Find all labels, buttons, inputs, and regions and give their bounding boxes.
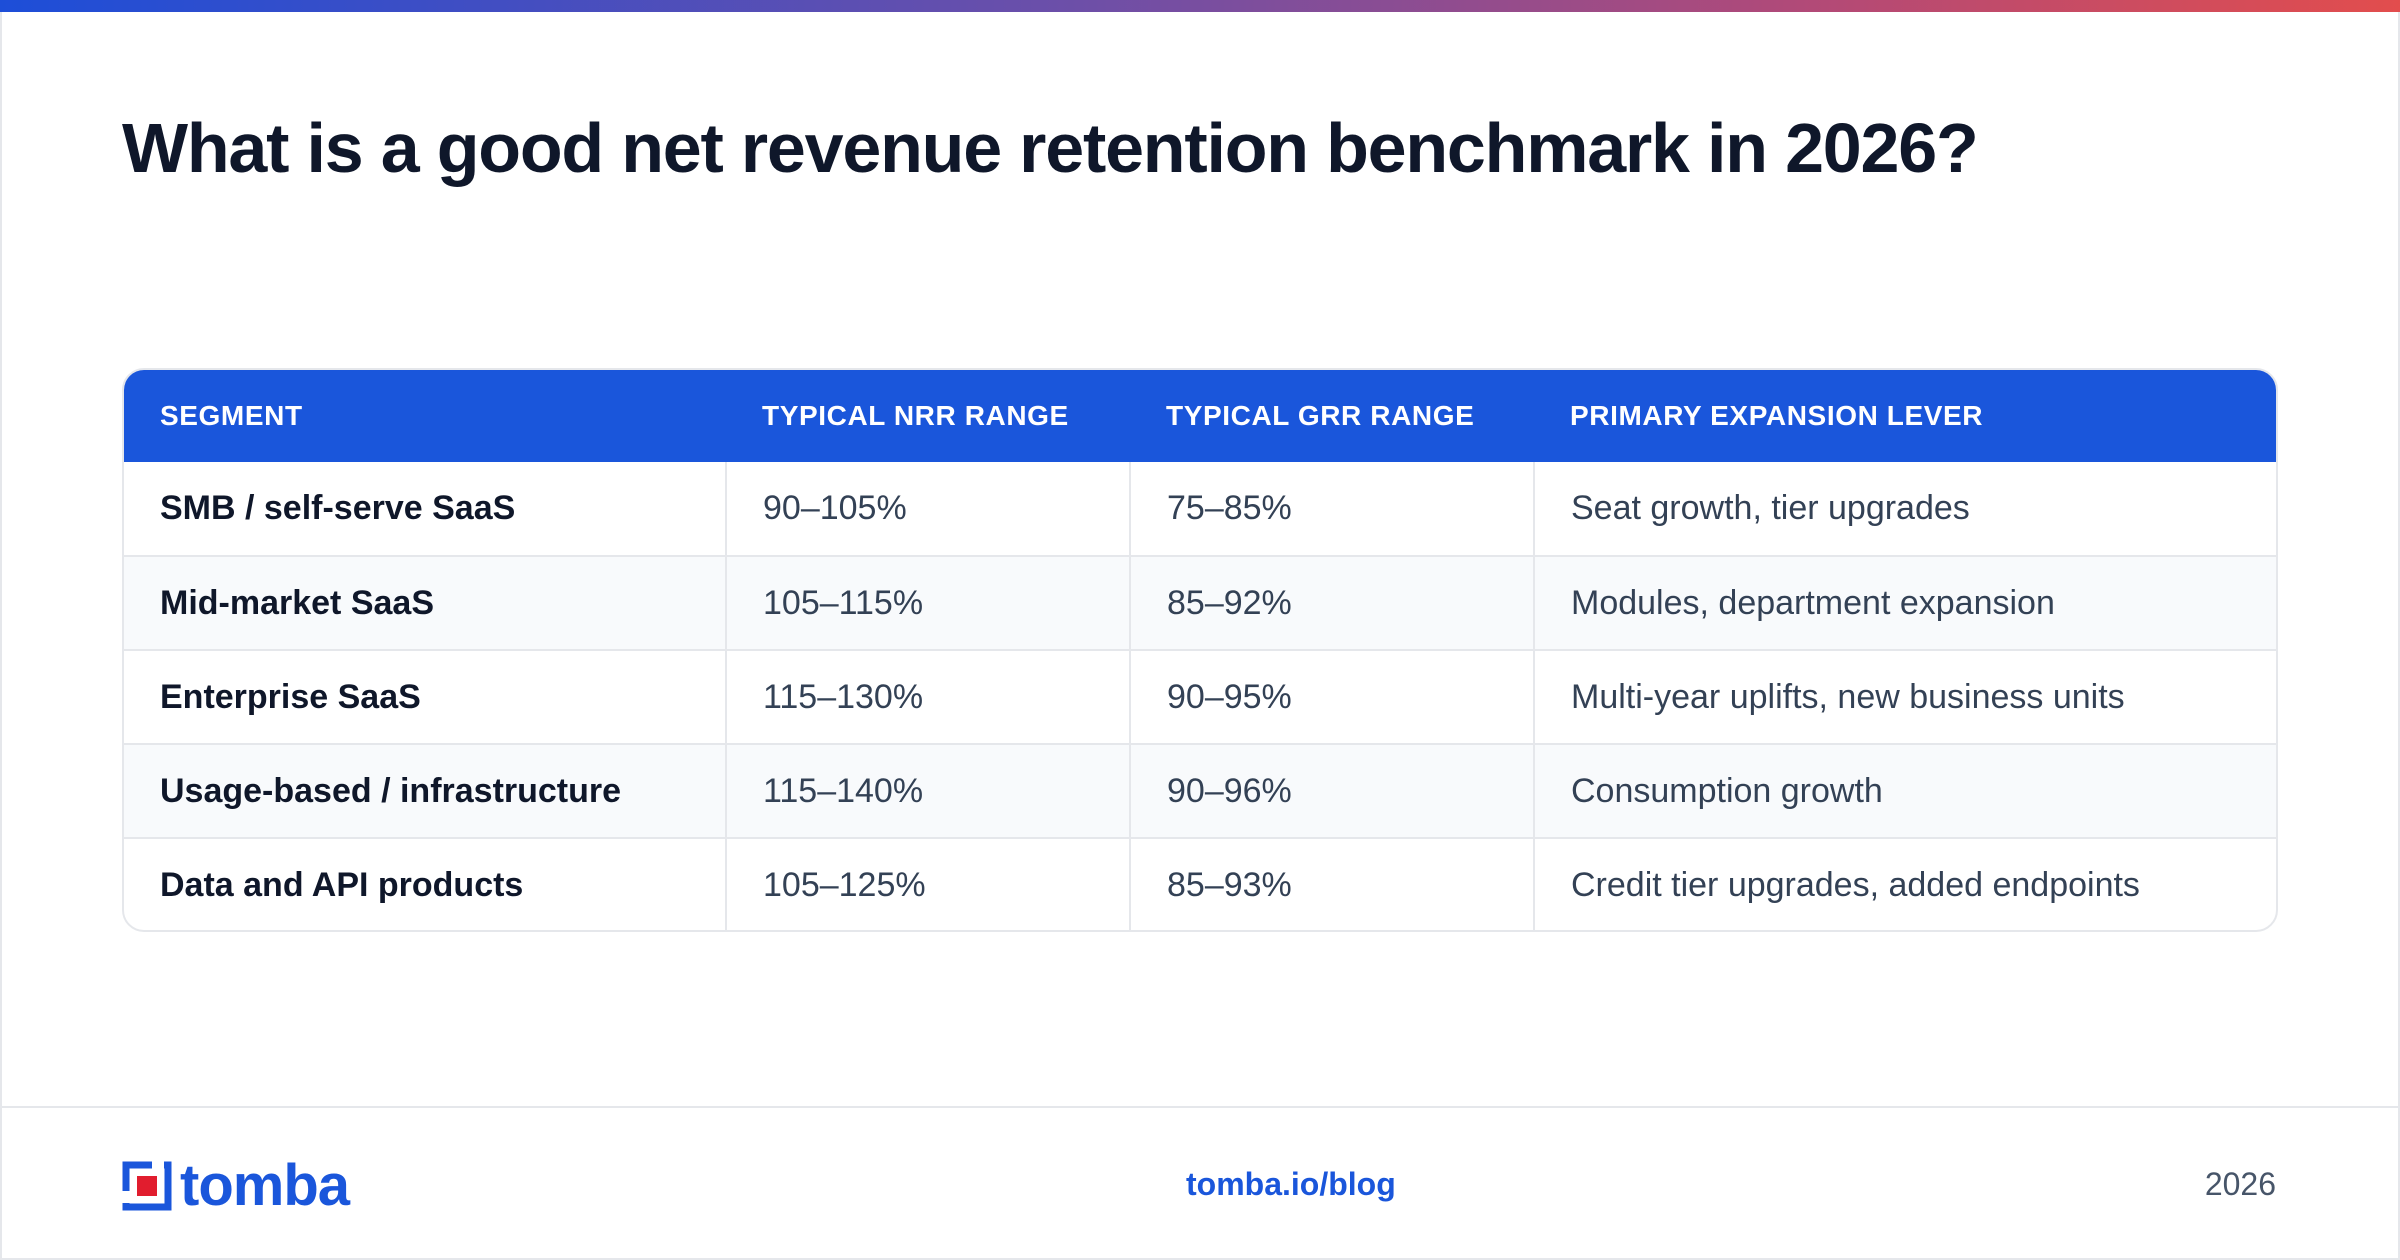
grr-cell: 85–93% xyxy=(1129,837,1534,930)
column-header-grr: TYPICAL GRR RANGE xyxy=(1166,400,1475,431)
logo-text: tomba xyxy=(180,1153,350,1218)
nrr-cell: 115–140% xyxy=(725,743,1130,838)
benchmark-table-card: SEGMENT TYPICAL NRR RANGE TYPICAL GRR RA… xyxy=(122,368,2278,932)
column-header-nrr: TYPICAL NRR RANGE xyxy=(762,400,1069,431)
table-row: Mid-market SaaS 105–115% 85–92% Modules,… xyxy=(124,555,2276,650)
tomba-logo-icon xyxy=(122,1161,172,1211)
table-row: Enterprise SaaS 115–130% 90–95% Multi-ye… xyxy=(124,649,2276,744)
grr-cell: 85–92% xyxy=(1129,555,1534,650)
table-header-row: SEGMENT TYPICAL NRR RANGE TYPICAL GRR RA… xyxy=(124,370,2276,462)
table-header: SEGMENT TYPICAL NRR RANGE TYPICAL GRR RA… xyxy=(124,370,2276,462)
segment-cell: Mid-market SaaS xyxy=(124,555,726,650)
lever-cell: Seat growth, tier upgrades xyxy=(1533,462,2276,556)
segment-cell: Usage-based / infrastructure xyxy=(124,743,726,838)
table-row: Data and API products 105–125% 85–93% Cr… xyxy=(124,837,2276,930)
nrr-cell: 105–125% xyxy=(725,837,1130,930)
grr-cell: 75–85% xyxy=(1129,462,1534,556)
lever-cell: Consumption growth xyxy=(1533,743,2276,838)
segment-cell: Enterprise SaaS xyxy=(124,649,726,744)
grr-cell: 90–96% xyxy=(1129,743,1534,838)
nrr-cell: 115–130% xyxy=(725,649,1130,744)
table-row: Usage-based / infrastructure 115–140% 90… xyxy=(124,743,2276,838)
top-gradient-bar xyxy=(0,0,2400,12)
segment-cell: Data and API products xyxy=(124,837,726,930)
lever-cell: Multi-year uplifts, new business units xyxy=(1533,649,2276,744)
lever-cell: Modules, department expansion xyxy=(1533,555,2276,650)
segment-cell: SMB / self-serve SaaS xyxy=(160,489,516,527)
lever-cell: Credit tier upgrades, added endpoints xyxy=(1533,837,2276,930)
column-header-lever: PRIMARY EXPANSION LEVER xyxy=(1570,400,1984,431)
page-title: What is a good net revenue retention ben… xyxy=(122,109,1979,187)
footer-divider xyxy=(0,1106,2400,1108)
footer-year: 2026 xyxy=(2204,1166,2276,1202)
tomba-logo[interactable]: tomba xyxy=(122,1153,350,1218)
table-row: SMB / self-serve SaaS 90–105% 75–85% Sea… xyxy=(124,462,2276,556)
nrr-cell: 105–115% xyxy=(725,555,1130,650)
table-body: SMB / self-serve SaaS 90–105% 75–85% Sea… xyxy=(124,462,2276,930)
grr-cell: 90–95% xyxy=(1129,649,1534,744)
blog-link[interactable]: tomba.io/blog xyxy=(1186,1166,1396,1202)
nrr-cell: 90–105% xyxy=(725,462,1130,556)
column-header-segment: SEGMENT xyxy=(160,400,303,431)
benchmark-table: SEGMENT TYPICAL NRR RANGE TYPICAL GRR RA… xyxy=(124,370,2276,930)
